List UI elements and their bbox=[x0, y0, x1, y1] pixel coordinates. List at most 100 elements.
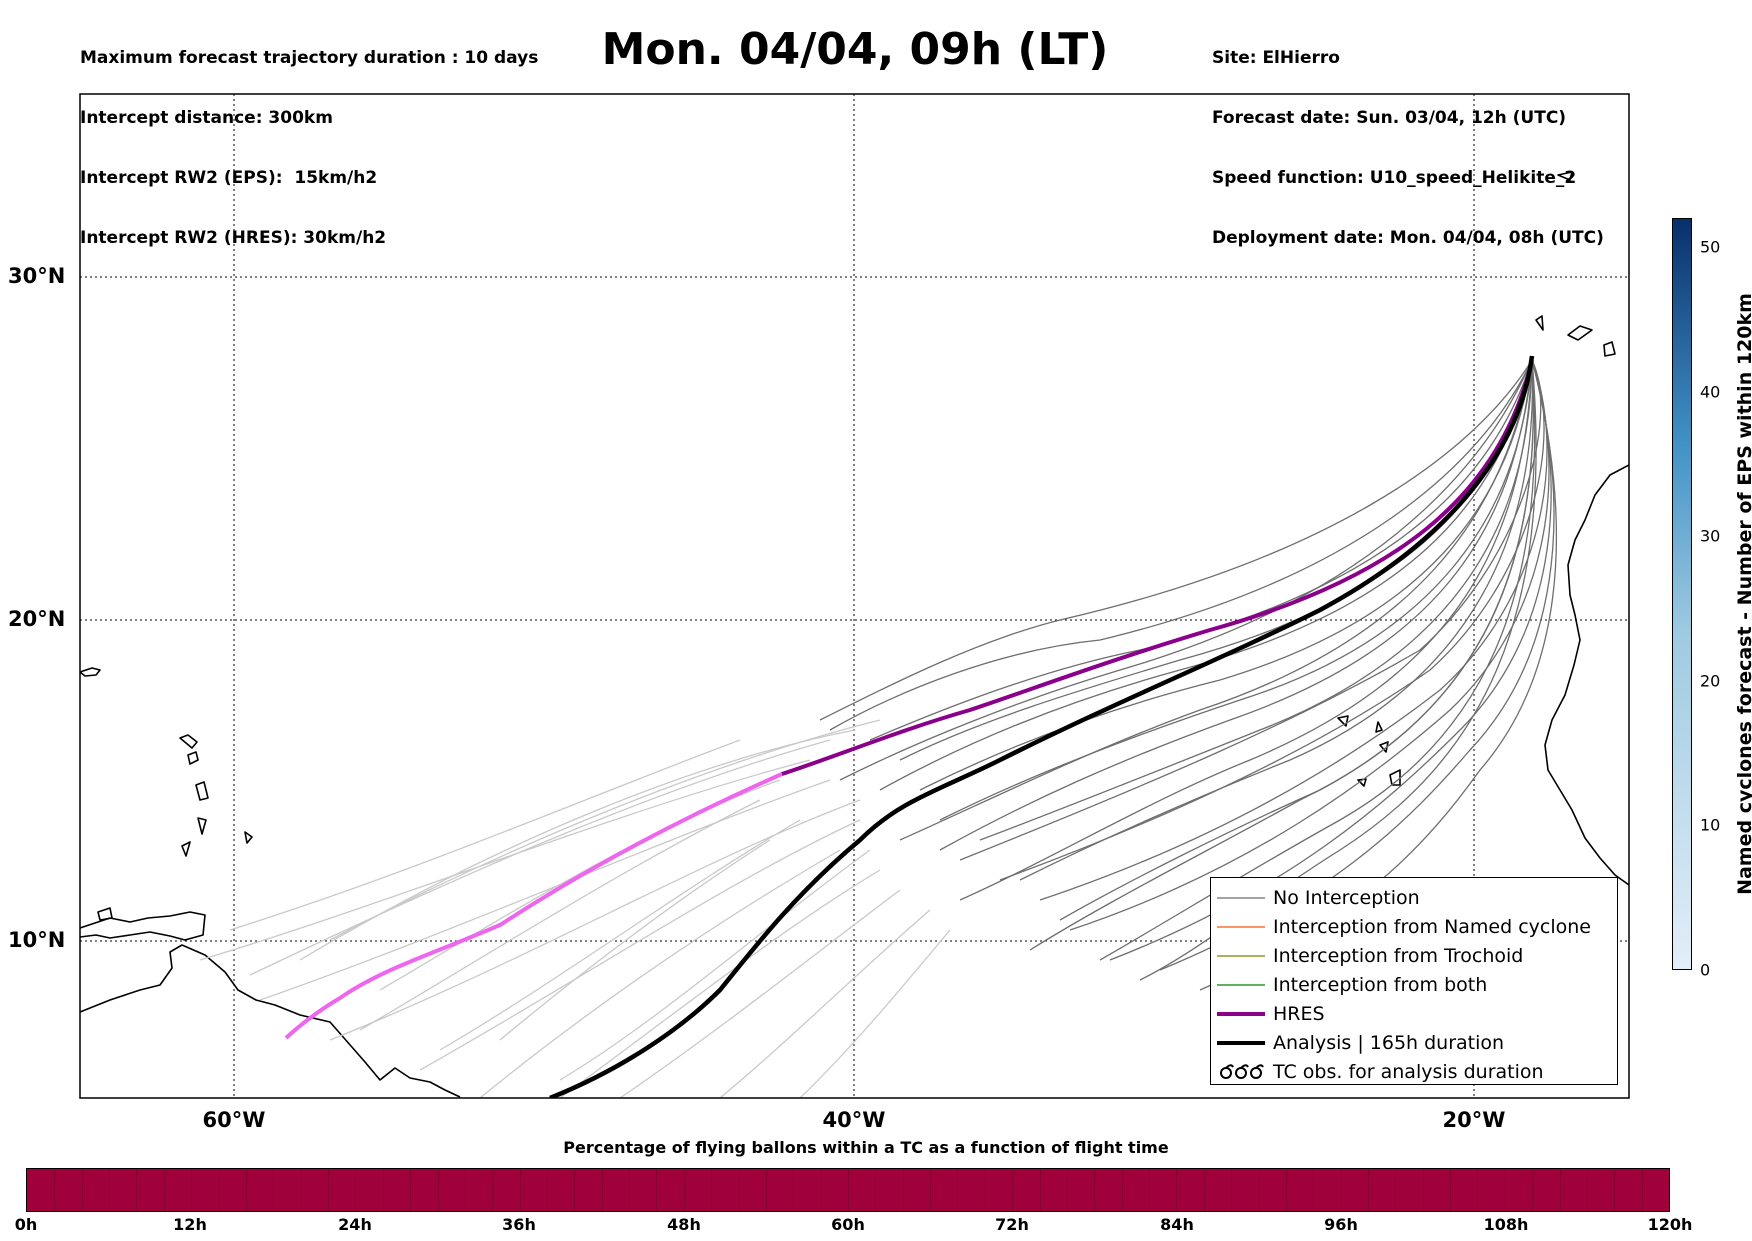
island-lesser-antilles-4 bbox=[197, 817, 207, 835]
colorbar-division bbox=[1012, 1169, 1014, 1211]
colorbar-division bbox=[1614, 1169, 1616, 1211]
colorbar-division bbox=[1477, 1169, 1479, 1211]
colorbar-horizontal-tick: 96h bbox=[1324, 1215, 1358, 1234]
legend-line-icon bbox=[1217, 955, 1265, 957]
header-right-line: Speed function: U10_speed_Helikite_2 bbox=[1212, 168, 1577, 188]
colorbar-vertical-tick: 30 bbox=[1700, 526, 1721, 546]
colorbar-division bbox=[1121, 1169, 1123, 1211]
colorbar-division bbox=[1504, 1169, 1506, 1211]
colorbar-division bbox=[711, 1169, 713, 1211]
eps-trajectory bbox=[959, 359, 1542, 861]
colorbar-vertical-tick: 50 bbox=[1700, 237, 1721, 257]
eps-trajectory bbox=[1069, 359, 1550, 931]
colorbar-division bbox=[683, 1169, 685, 1211]
eps-trajectory bbox=[959, 359, 1533, 901]
island-trinidad bbox=[97, 907, 113, 921]
colorbar-horizontal-tick: 60h bbox=[831, 1215, 865, 1234]
island-canaries-1 bbox=[1535, 315, 1544, 331]
colorbar-division bbox=[245, 1169, 247, 1211]
island-madeira bbox=[1557, 171, 1573, 181]
colorbar-division bbox=[273, 1169, 275, 1211]
island-cape-verde-1 bbox=[1337, 715, 1349, 727]
legend-item-both: Interception from both bbox=[1211, 973, 1617, 997]
colorbar-division bbox=[957, 1169, 959, 1211]
colorbar-division bbox=[574, 1169, 576, 1211]
eps-trajectory bbox=[1109, 359, 1552, 961]
colorbar-division bbox=[1285, 1169, 1287, 1211]
header-info-right: Site: ElHierro Forecast date: Sun. 03/04… bbox=[1212, 8, 1604, 268]
eps-trajectory bbox=[869, 359, 1533, 741]
coastline-caribbean-north bbox=[80, 911, 206, 941]
island-cape-verde-5 bbox=[1389, 769, 1401, 786]
colorbar-division bbox=[820, 1169, 822, 1211]
map-frame bbox=[79, 93, 1630, 1099]
colorbar-division bbox=[1258, 1169, 1260, 1211]
eps-trajectory bbox=[799, 929, 951, 1098]
tc-symbol-icon bbox=[1220, 1064, 1264, 1079]
colorbar-vertical-tick: 20 bbox=[1700, 671, 1721, 691]
hres-trajectory-early bbox=[284, 772, 783, 1040]
legend-label: HRES bbox=[1273, 1003, 1325, 1025]
colorbar-division bbox=[848, 1169, 849, 1211]
colorbar-division bbox=[410, 1169, 412, 1211]
colorbar-division bbox=[163, 1169, 165, 1211]
legend-item-tc-obs: TC obs. for analysis duration bbox=[1211, 1060, 1617, 1084]
colorbar-division bbox=[300, 1169, 302, 1211]
colorbar-vertical bbox=[1672, 218, 1692, 970]
island-canaries-3 bbox=[1603, 341, 1616, 357]
colorbar-division bbox=[355, 1169, 357, 1211]
colorbar-horizontal bbox=[26, 1168, 1670, 1212]
legend-line-icon bbox=[1217, 984, 1265, 986]
eps-trajectory bbox=[999, 359, 1545, 881]
colorbar-division bbox=[1231, 1169, 1233, 1211]
eps-trajectory bbox=[1099, 359, 1536, 961]
header-info-left: Maximum forecast trajectory duration : 1… bbox=[80, 8, 538, 268]
colorbar-division bbox=[1641, 1169, 1643, 1211]
legend-item-hres: HRES bbox=[1211, 1002, 1617, 1026]
colorbar-division bbox=[218, 1169, 220, 1211]
coastline-africa bbox=[1544, 464, 1629, 886]
island-lesser-antilles-6 bbox=[244, 831, 253, 844]
colorbar-division bbox=[1176, 1169, 1178, 1211]
colorbar-division bbox=[382, 1169, 384, 1211]
header-right-line: Deployment date: Mon. 04/04, 08h (UTC) bbox=[1212, 228, 1604, 248]
legend-line-icon bbox=[1217, 897, 1265, 899]
colorbar-division bbox=[136, 1169, 138, 1211]
eps-trajectory bbox=[479, 849, 841, 1098]
eps-trajectory bbox=[439, 819, 801, 1051]
coastlines bbox=[80, 171, 1629, 1098]
colorbar-division bbox=[1203, 1169, 1205, 1211]
colorbar-division bbox=[601, 1169, 603, 1211]
colorbar-division bbox=[1094, 1169, 1096, 1211]
colorbar-division bbox=[464, 1169, 466, 1211]
colorbar-division bbox=[902, 1169, 904, 1211]
coastline-south-america bbox=[80, 944, 461, 1098]
colorbar-division bbox=[1450, 1169, 1452, 1211]
colorbar-division bbox=[629, 1169, 631, 1211]
eps-trajectory bbox=[1059, 359, 1535, 921]
header-left-line: Intercept RW2 (EPS): 15km/h2 bbox=[80, 168, 378, 188]
island-lesser-antilles-3 bbox=[195, 781, 209, 801]
legend-line-icon bbox=[1217, 1012, 1265, 1016]
legend-label: Interception from Named cyclone bbox=[1273, 916, 1591, 938]
colorbar-division bbox=[1066, 1169, 1068, 1211]
legend-line-icon bbox=[1217, 1041, 1265, 1045]
colorbar-horizontal-tick: 108h bbox=[1483, 1215, 1529, 1234]
colorbar-division bbox=[1559, 1169, 1561, 1211]
eps-trajectory bbox=[829, 359, 1533, 731]
legend-line-icon bbox=[1217, 926, 1265, 928]
legend-item-trochoid: Interception from Trochoid bbox=[1211, 944, 1617, 968]
colorbar-horizontal-tick: 36h bbox=[502, 1215, 536, 1234]
colorbar-division bbox=[1340, 1169, 1342, 1211]
colorbar-division bbox=[1532, 1169, 1534, 1211]
eps-trajectory bbox=[559, 849, 871, 1081]
eps-trajectory bbox=[329, 719, 881, 941]
eps-trajectory bbox=[919, 359, 1533, 791]
eps-trajectory bbox=[229, 739, 741, 931]
colorbar-horizontal-tick: 12h bbox=[173, 1215, 207, 1234]
eps-trajectory bbox=[259, 779, 831, 1001]
island-cape-verde-2 bbox=[1375, 721, 1383, 733]
analysis-trajectory bbox=[549, 355, 1535, 1098]
eps-trajectories-late bbox=[199, 719, 951, 1098]
